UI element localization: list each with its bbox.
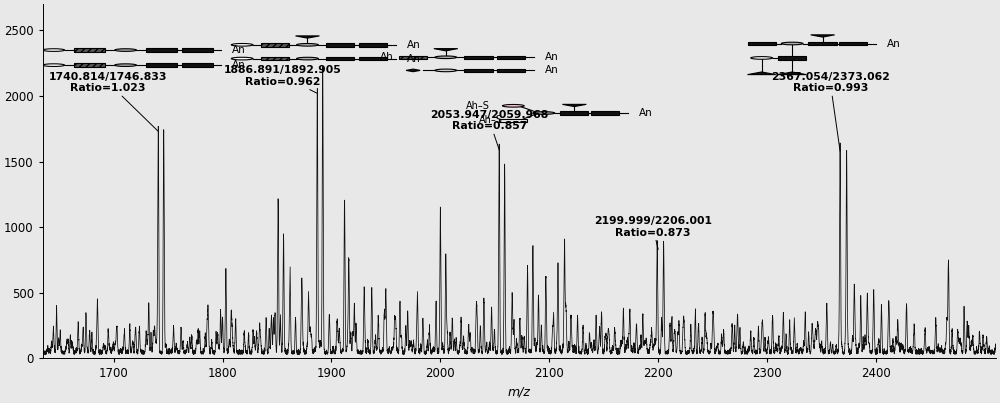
Polygon shape bbox=[811, 35, 835, 37]
Bar bbox=[74, 63, 105, 67]
Circle shape bbox=[231, 44, 253, 46]
Polygon shape bbox=[406, 69, 420, 72]
Bar bbox=[748, 42, 776, 45]
Circle shape bbox=[297, 57, 318, 60]
Text: 1740.814/1746.833
Ratio=1.023: 1740.814/1746.833 Ratio=1.023 bbox=[49, 72, 167, 131]
Bar bbox=[326, 43, 354, 46]
Bar bbox=[464, 56, 493, 59]
Text: An: An bbox=[407, 40, 420, 50]
Text: An: An bbox=[232, 45, 246, 55]
Circle shape bbox=[781, 42, 803, 45]
Polygon shape bbox=[748, 72, 776, 75]
Polygon shape bbox=[778, 72, 806, 75]
Text: An: An bbox=[232, 60, 246, 70]
Bar bbox=[182, 48, 213, 52]
Bar bbox=[464, 69, 493, 72]
Circle shape bbox=[297, 44, 318, 46]
Polygon shape bbox=[434, 49, 458, 51]
Text: 2367.054/2373.062
Ratio=0.993: 2367.054/2373.062 Ratio=0.993 bbox=[771, 72, 890, 151]
Circle shape bbox=[533, 112, 555, 114]
Circle shape bbox=[231, 57, 253, 60]
Circle shape bbox=[115, 64, 136, 66]
Bar bbox=[261, 43, 289, 46]
Bar bbox=[778, 56, 806, 60]
Text: 2053.947/2059.968
Ratio=0.857: 2053.947/2059.968 Ratio=0.857 bbox=[430, 110, 548, 150]
Text: Ah–S: Ah–S bbox=[479, 115, 502, 125]
Circle shape bbox=[435, 56, 457, 58]
Text: 1886.891/1892.905
Ratio=0.962: 1886.891/1892.905 Ratio=0.962 bbox=[224, 65, 341, 93]
Text: An: An bbox=[545, 52, 559, 62]
Bar bbox=[326, 57, 354, 60]
Bar bbox=[359, 57, 387, 60]
Bar bbox=[182, 63, 213, 67]
Bar bbox=[560, 111, 588, 115]
Circle shape bbox=[115, 49, 136, 51]
Bar bbox=[499, 118, 527, 122]
Circle shape bbox=[43, 49, 65, 51]
Bar bbox=[839, 42, 867, 45]
Polygon shape bbox=[296, 36, 319, 38]
Text: An: An bbox=[639, 108, 652, 118]
Circle shape bbox=[43, 64, 65, 66]
Bar bbox=[497, 56, 525, 59]
Bar bbox=[146, 48, 177, 52]
Bar bbox=[146, 63, 177, 67]
Text: Ah–S: Ah–S bbox=[465, 101, 489, 111]
Circle shape bbox=[502, 104, 524, 107]
Circle shape bbox=[751, 57, 773, 59]
Bar bbox=[497, 69, 525, 72]
Bar bbox=[591, 111, 619, 115]
X-axis label: m/z: m/z bbox=[508, 386, 531, 399]
Text: 2199.999/2206.001
Ratio=0.873: 2199.999/2206.001 Ratio=0.873 bbox=[594, 216, 712, 249]
Bar bbox=[808, 42, 837, 45]
Bar bbox=[74, 48, 105, 52]
Circle shape bbox=[435, 69, 457, 72]
Text: Ah: Ah bbox=[380, 52, 394, 62]
Text: An: An bbox=[407, 54, 420, 64]
Bar bbox=[359, 43, 387, 46]
Text: An: An bbox=[545, 65, 559, 75]
Bar bbox=[261, 57, 289, 60]
Polygon shape bbox=[562, 104, 586, 106]
Bar bbox=[399, 56, 427, 59]
Text: An: An bbox=[887, 39, 901, 48]
